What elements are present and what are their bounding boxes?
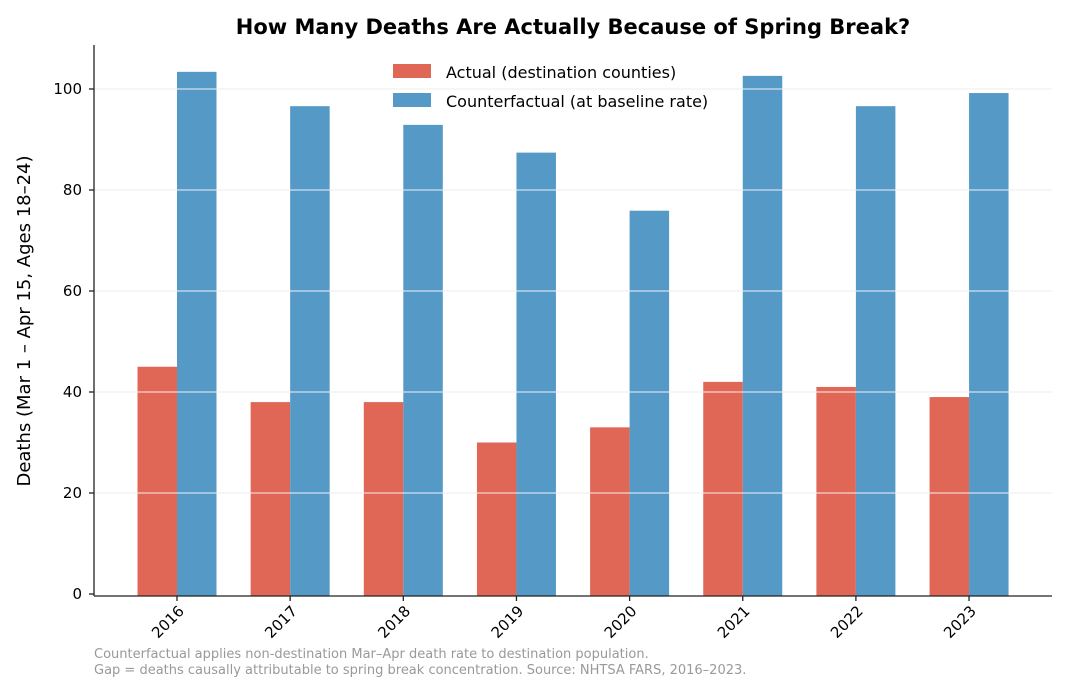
bar-counterfactual-2022 [855, 106, 896, 597]
bar-counterfactual-2021 [742, 75, 783, 597]
bar-actual-2022 [816, 386, 856, 596]
y-tick-label: 80 [63, 181, 82, 199]
chart-title: How Many Deaths Are Actually Because of … [236, 15, 910, 39]
legend: Actual (destination counties) Counterfac… [393, 63, 708, 111]
y-axis-label: Deaths (Mar 1 – Apr 15, Ages 18–24) [14, 155, 35, 486]
bar-counterfactual-2020 [629, 210, 670, 596]
legend-swatch-actual [393, 64, 431, 78]
x-tick-label: 2019 [488, 602, 528, 642]
bar-actual-2017 [250, 402, 291, 596]
y-tick-label: 60 [63, 282, 82, 300]
x-tick-label: 2018 [374, 602, 414, 642]
bar-counterfactual-2017 [290, 106, 330, 597]
bar-actual-2016 [137, 366, 177, 596]
y-tick-label: 20 [63, 484, 82, 502]
y-ticks: 0 20 40 60 80 100 [53, 80, 94, 603]
bar-actual-2020 [590, 427, 630, 596]
bar-actual-2018 [363, 402, 404, 596]
bars [137, 71, 1009, 597]
bar-counterfactual-2016 [177, 71, 217, 596]
bar-counterfactual-2018 [403, 124, 443, 596]
bar-actual-2019 [476, 442, 517, 596]
x-tick-label: 2023 [940, 602, 980, 642]
bar-actual-2023 [929, 397, 970, 596]
footnote-line-2: Gap = deaths causally attributable to sp… [94, 663, 746, 678]
legend-label-actual: Actual (destination counties) [446, 63, 676, 82]
footnote-line-1: Counterfactual applies non-destination M… [94, 647, 649, 662]
x-tick-label: 2022 [827, 602, 867, 642]
y-tick-label: 100 [53, 80, 82, 98]
legend-swatch-counterfactual [393, 93, 431, 107]
x-tick-label: 2016 [148, 602, 188, 642]
x-tick-label: 2020 [601, 602, 641, 642]
x-ticks: 2016 2017 2018 2019 2020 2021 2022 2023 [148, 596, 980, 642]
x-tick-label: 2017 [261, 602, 301, 642]
bar-actual-2021 [703, 381, 743, 596]
legend-label-counterfactual: Counterfactual (at baseline rate) [446, 92, 708, 111]
x-tick-label: 2021 [714, 602, 754, 642]
bar-counterfactual-2019 [516, 152, 556, 596]
bar-counterfactual-2023 [969, 93, 1009, 596]
y-tick-label: 40 [63, 383, 82, 401]
gridlines-overlay [94, 88, 1052, 494]
y-tick-label: 0 [72, 585, 82, 603]
